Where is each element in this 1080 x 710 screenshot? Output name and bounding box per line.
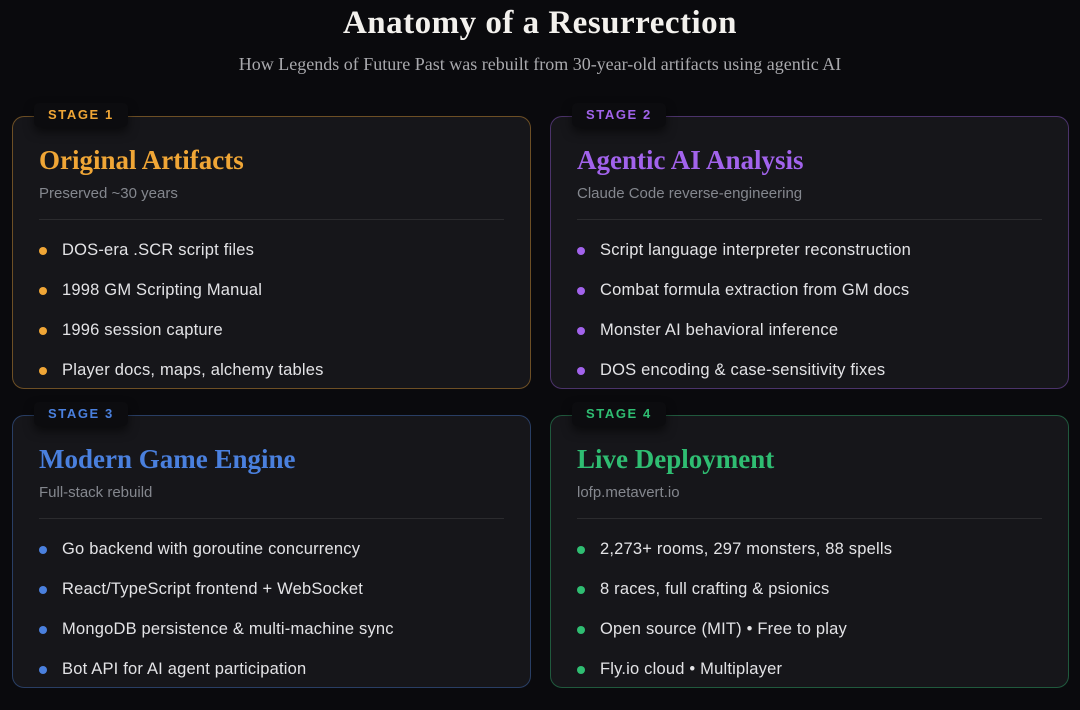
list-item: Player docs, maps, alchemy tables [39,361,504,380]
list-item-text: Open source (MIT) • Free to play [600,620,847,638]
card-stage-2: STAGE 2 Agentic AI Analysis Claude Code … [550,103,1069,389]
stage-badge: STAGE 4 [572,402,666,426]
item-list: 2,273+ rooms, 297 monsters, 88 spells 8 … [577,540,1042,679]
list-item-text: DOS encoding & case-sensitivity fixes [600,361,886,379]
list-item: Monster AI behavioral inference [577,321,1042,340]
page-title: Anatomy of a Resurrection [342,5,738,41]
card-subtitle: Claude Code reverse-engineering [577,185,803,202]
card-title: Live Deployment [577,444,775,474]
bullet-dot-icon [39,585,47,594]
list-item: Open source (MIT) • Free to play [577,620,1042,639]
list-item: DOS-era .SCR script files [39,241,504,260]
item-list: DOS-era .SCR script files 1998 GM Script… [39,241,504,380]
stage-grid: STAGE 1 Original Artifacts Preserved ~30… [12,103,1069,688]
item-list: Script language interpreter reconstructi… [577,241,1042,380]
bullet-dot-icon [577,366,585,375]
list-item: Bot API for AI agent participation [39,660,504,679]
list-item-text: Go backend with goroutine concurrency [62,540,361,558]
list-item-text: 1998 GM Scripting Manual [62,281,263,299]
divider [577,518,1042,519]
list-item-text: Fly.io cloud • Multiplayer [600,660,783,678]
card-title: Original Artifacts [39,145,244,175]
card-stage-3: STAGE 3 Modern Game Engine Full-stack re… [12,402,531,688]
stage-badge: STAGE 2 [572,103,666,127]
list-item-text: DOS-era .SCR script files [62,241,255,259]
card-title: Modern Game Engine [39,444,296,474]
bullet-dot-icon [577,246,585,255]
stage-badge: STAGE 1 [34,103,128,127]
bullet-dot-icon [577,545,585,554]
bullet-dot-icon [577,326,585,335]
list-item: MongoDB persistence & multi-machine sync [39,620,504,639]
bullet-dot-icon [39,366,47,375]
list-item-text: Player docs, maps, alchemy tables [62,361,324,379]
item-list: Go backend with goroutine concurrency Re… [39,540,504,679]
card-title: Agentic AI Analysis [577,145,804,175]
bullet-dot-icon [39,326,47,335]
list-item-text: Script language interpreter reconstructi… [600,241,912,259]
list-item: React/TypeScript frontend + WebSocket [39,580,504,599]
card-subtitle: Full-stack rebuild [39,484,153,501]
list-item-text: 2,273+ rooms, 297 monsters, 88 spells [600,540,893,558]
bullet-dot-icon [577,665,585,674]
bullet-dot-icon [39,286,47,295]
list-item-text: MongoDB persistence & multi-machine sync [62,620,394,638]
list-item-text: 8 races, full crafting & psionics [600,580,830,598]
bullet-dot-icon [39,246,47,255]
page-subtitle: How Legends of Future Past was rebuilt f… [238,54,842,74]
list-item: 1998 GM Scripting Manual [39,281,504,300]
bullet-dot-icon [39,665,47,674]
card-stage-4: STAGE 4 Live Deployment lofp.metavert.io… [550,402,1069,688]
divider [577,219,1042,220]
list-item: Fly.io cloud • Multiplayer [577,660,1042,679]
list-item: 1996 session capture [39,321,504,340]
card-subtitle: Preserved ~30 years [39,185,178,202]
list-item: DOS encoding & case-sensitivity fixes [577,361,1042,380]
list-item: 8 races, full crafting & psionics [577,580,1042,599]
page-header: Anatomy of a Resurrection How Legends of… [0,0,1080,75]
divider [39,518,504,519]
bullet-dot-icon [39,545,47,554]
list-item: Go backend with goroutine concurrency [39,540,504,559]
list-item: Script language interpreter reconstructi… [577,241,1042,260]
stage-badge: STAGE 3 [34,402,128,426]
bullet-dot-icon [577,286,585,295]
list-item-text: React/TypeScript frontend + WebSocket [62,580,364,598]
card-stage-1: STAGE 1 Original Artifacts Preserved ~30… [12,103,531,389]
bullet-dot-icon [39,625,47,634]
list-item-text: Bot API for AI agent participation [62,660,307,678]
list-item-text: Monster AI behavioral inference [600,321,839,339]
divider [39,219,504,220]
card-subtitle: lofp.metavert.io [577,484,680,501]
list-item: Combat formula extraction from GM docs [577,281,1042,300]
bullet-dot-icon [577,585,585,594]
list-item-text: Combat formula extraction from GM docs [600,281,910,299]
list-item-text: 1996 session capture [62,321,223,339]
list-item: 2,273+ rooms, 297 monsters, 88 spells [577,540,1042,559]
bullet-dot-icon [577,625,585,634]
